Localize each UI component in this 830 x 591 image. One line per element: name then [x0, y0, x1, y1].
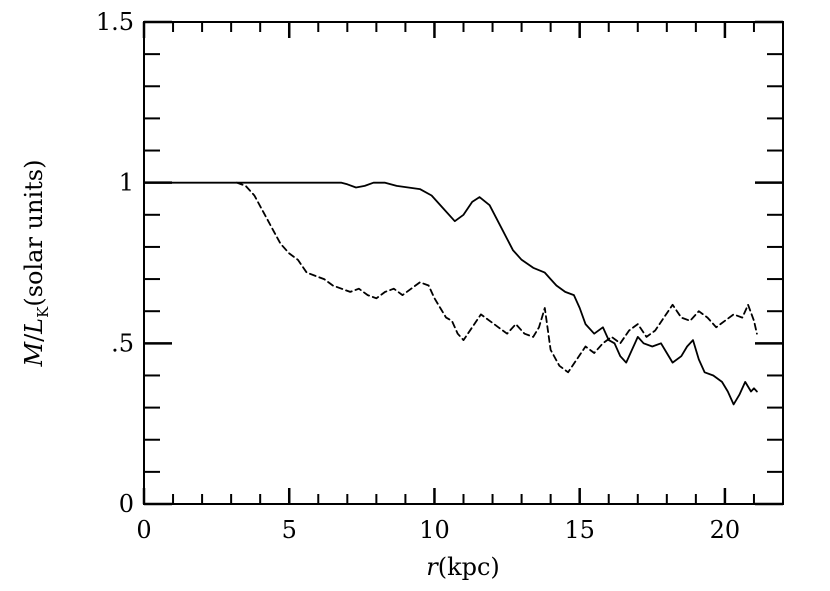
- tick-labels: 0 5 10 15 20 0 .5 1 1.5: [96, 8, 740, 544]
- axis-ticks: [142, 20, 784, 506]
- dashed-series-line: [236, 181, 758, 374]
- x-tick-label: 0: [136, 516, 151, 544]
- y-axis-var-l: L: [20, 318, 48, 335]
- x-axis-title: r(kpc): [426, 553, 500, 581]
- y-axis-var-m: M: [20, 340, 48, 367]
- x-tick-label: 5: [282, 516, 297, 544]
- x-tick-label: 10: [419, 516, 450, 544]
- x-axis-unit: (kpc): [438, 553, 500, 581]
- y-axis-title: M/LK(solar units): [20, 160, 52, 368]
- y-axis-unit: (solar units): [20, 160, 48, 307]
- x-tick-label: 20: [710, 516, 741, 544]
- series-lines: [143, 181, 758, 406]
- plot-frame: [143, 21, 784, 505]
- x-tick-label: 15: [564, 516, 595, 544]
- x-axis-var: r: [426, 553, 439, 581]
- y-axis-subscript: K: [34, 306, 52, 318]
- y-tick-label: 1: [119, 169, 134, 197]
- solid-series-line: [143, 181, 758, 406]
- y-axis-slash: /: [20, 333, 48, 342]
- y-tick-label: 1.5: [96, 8, 134, 36]
- y-tick-label: .5: [111, 329, 134, 357]
- y-tick-label: 0: [119, 490, 134, 518]
